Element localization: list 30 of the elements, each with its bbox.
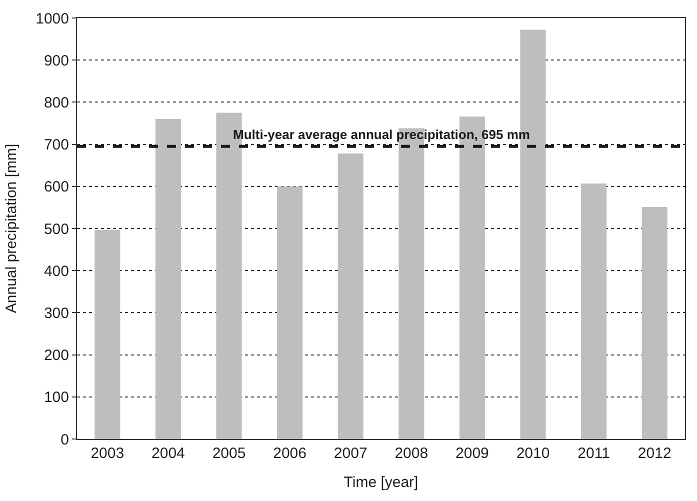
x-tick-label: 2011 xyxy=(578,445,610,462)
bar xyxy=(94,230,120,439)
ref-line-label: Multi-year average annual precipitation, 695 mm xyxy=(233,127,530,142)
x-tick-label: 2007 xyxy=(334,445,368,462)
x-tick-label: 2006 xyxy=(273,445,306,462)
x-tick-label: 2010 xyxy=(516,445,550,462)
bar xyxy=(155,119,181,439)
x-tick-label: 2005 xyxy=(212,445,246,462)
y-tick-label: 0 xyxy=(60,431,69,448)
bar xyxy=(338,154,364,439)
x-tick-label: 2008 xyxy=(394,445,428,462)
y-tick-label: 1000 xyxy=(36,10,69,28)
y-tick-label: 200 xyxy=(44,347,69,364)
bar xyxy=(277,186,303,439)
y-tick-label: 300 xyxy=(44,304,69,322)
bar xyxy=(581,183,607,439)
x-tick-label: 2003 xyxy=(90,445,124,462)
y-tick-label: 800 xyxy=(44,94,69,112)
y-tick-label: 900 xyxy=(44,52,69,70)
x-axis-title: Time [year] xyxy=(344,474,418,491)
y-tick-label: 100 xyxy=(44,389,69,406)
y-tick-label: 400 xyxy=(44,262,69,280)
x-tick-label: 2009 xyxy=(456,445,489,462)
y-tick-label: 600 xyxy=(44,178,69,196)
x-tick-label: 2004 xyxy=(152,445,185,462)
y-tick-label: 500 xyxy=(44,220,69,238)
y-axis-title: Annual precipitation [mm] xyxy=(2,144,20,314)
x-tick-label: 2012 xyxy=(638,445,672,462)
bar xyxy=(642,207,668,439)
y-tick-label: 700 xyxy=(44,136,69,154)
